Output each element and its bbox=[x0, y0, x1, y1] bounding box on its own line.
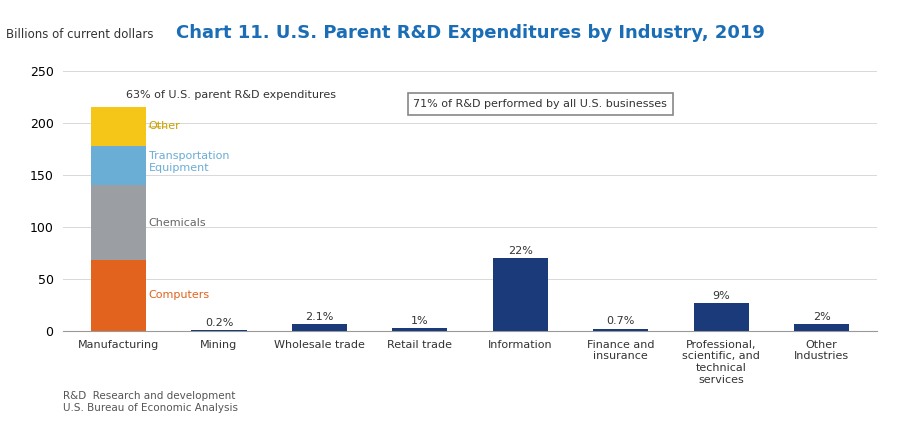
Text: 22%: 22% bbox=[507, 246, 532, 256]
Bar bbox=[91, 260, 146, 331]
Bar bbox=[492, 258, 547, 331]
Bar bbox=[693, 303, 748, 331]
Text: 63% of U.S. parent R&D expenditures: 63% of U.S. parent R&D expenditures bbox=[126, 90, 335, 100]
Text: R&D  Research and development: R&D Research and development bbox=[63, 391, 236, 401]
Text: Billions of current dollars: Billions of current dollars bbox=[6, 28, 154, 41]
Text: 9%: 9% bbox=[712, 290, 730, 301]
Bar bbox=[392, 328, 447, 331]
Bar bbox=[793, 324, 848, 331]
Bar bbox=[91, 145, 146, 185]
Bar bbox=[191, 330, 247, 331]
Bar bbox=[91, 185, 146, 260]
Text: Transportation
Equipment: Transportation Equipment bbox=[148, 151, 228, 173]
Bar bbox=[91, 107, 146, 145]
Bar bbox=[592, 329, 647, 331]
Text: 2.1%: 2.1% bbox=[305, 312, 333, 322]
Text: 71% of R&D performed by all U.S. businesses: 71% of R&D performed by all U.S. busines… bbox=[413, 99, 666, 109]
Text: 2%: 2% bbox=[812, 312, 830, 322]
Text: Other: Other bbox=[148, 121, 181, 131]
Text: Computers: Computers bbox=[148, 290, 209, 300]
Text: U.S. Bureau of Economic Analysis: U.S. Bureau of Economic Analysis bbox=[63, 403, 238, 413]
Text: 1%: 1% bbox=[411, 315, 428, 326]
Text: 0.7%: 0.7% bbox=[606, 316, 634, 326]
Bar bbox=[292, 324, 347, 331]
Text: Chemicals: Chemicals bbox=[148, 218, 206, 228]
Title: Chart 11. U.S. Parent R&D Expenditures by Industry, 2019: Chart 11. U.S. Parent R&D Expenditures b… bbox=[175, 25, 764, 42]
Text: 0.2%: 0.2% bbox=[205, 318, 233, 328]
